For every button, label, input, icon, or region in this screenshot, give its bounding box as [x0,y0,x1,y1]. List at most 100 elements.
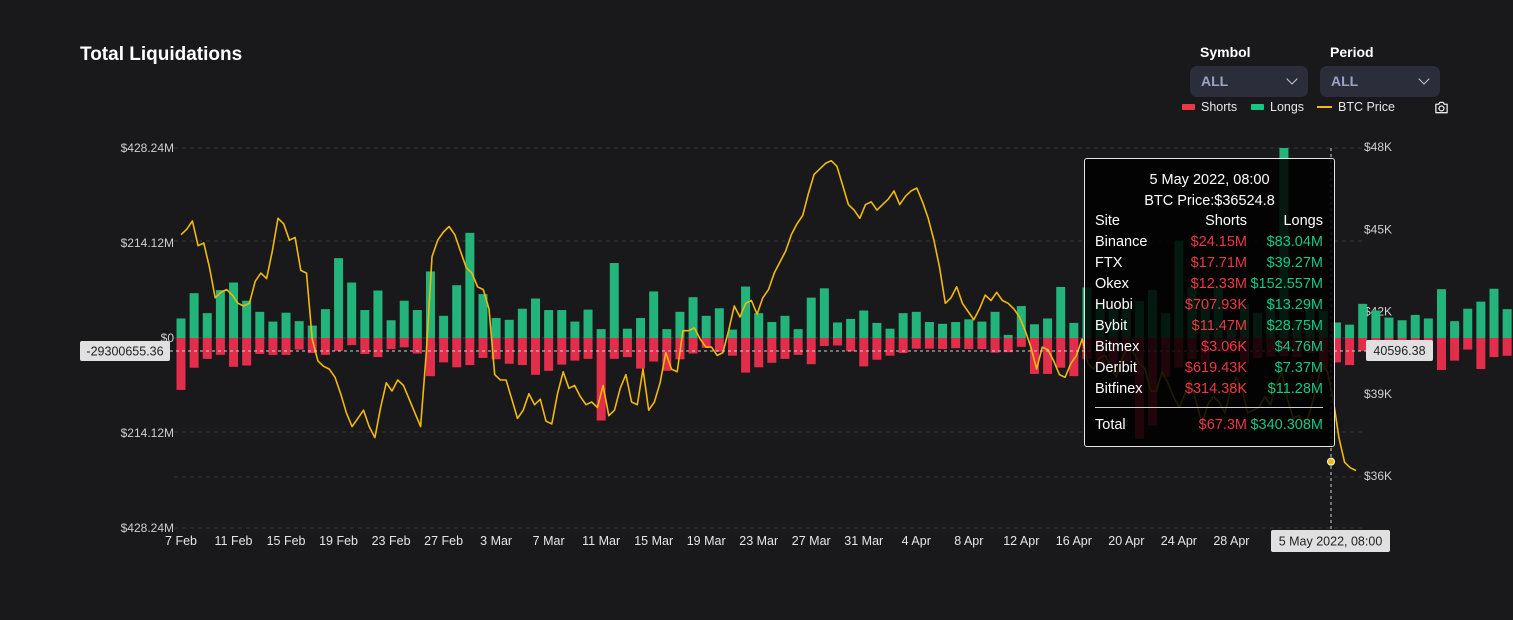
long-bar [504,319,514,338]
tooltip-row: Binance $24.15M $83.04M [1095,234,1323,255]
symbol-select[interactable]: ALL [1190,66,1308,97]
short-bar [478,338,488,358]
long-bar [951,322,961,338]
short-bar [425,338,435,377]
y-left-tick-label: $214.12M [121,426,174,440]
long-bar [754,313,764,338]
short-bar [701,338,711,348]
tooltip-site-cell: Huobi [1095,297,1133,313]
legend-shorts-label: Shorts [1201,100,1238,114]
long-bar [1331,322,1341,338]
legend-shorts[interactable]: Shorts [1182,100,1237,114]
short-bar [373,338,383,358]
long-bar [964,319,974,338]
long-bar [780,315,790,338]
legend-longs-label: Longs [1270,100,1305,114]
long-bar [202,313,212,338]
crosshair-x-label-bg [1271,530,1390,552]
long-bar [990,311,1000,338]
x-tick-label: 27 Feb [424,534,463,548]
tooltip-site-cell: Okex [1095,276,1129,292]
short-bar [727,338,737,356]
short-bar [176,338,186,390]
long-bar [833,322,842,338]
long-bar [1436,289,1446,338]
long-bar [373,290,383,338]
long-bar [714,308,724,338]
tooltip-row: Bybit $11.47M $28.75M [1095,318,1323,339]
short-bar [977,338,987,350]
short-bar [780,338,790,359]
short-bar [1450,338,1460,361]
long-bar [1450,321,1460,338]
tooltip-longs-cell: $39.27M [1266,255,1323,271]
short-bar [189,338,199,368]
long-bar [911,311,921,338]
short-bar [229,338,239,367]
short-bar [215,338,225,355]
short-bar [268,338,278,355]
long-bar [425,271,435,338]
short-bar [833,338,842,346]
short-bar [583,338,593,359]
long-bar [649,291,659,338]
x-tick-label: 11 Feb [215,534,253,548]
period-select[interactable]: ALL [1320,66,1440,97]
short-bar [491,338,501,360]
tooltip-longs-cell: $28.75M [1266,318,1323,334]
short-bar [688,338,698,354]
tooltip-row: Huobi $707.93K $13.29M [1095,297,1323,318]
tooltip-site-cell: FTX [1095,255,1123,271]
short-bar [938,338,948,350]
legend-longs[interactable]: Longs [1251,100,1304,114]
short-bar [531,338,541,375]
crosshair-x-label: 5 May 2022, 08:00 [1279,535,1383,549]
short-bar [307,338,317,354]
short-bar [754,338,764,368]
short-bar [334,338,344,351]
x-tick-label: 11 Mar [582,534,620,548]
short-bar [1463,338,1473,350]
camera-icon[interactable] [1434,100,1449,115]
tooltip-longs-cell: $11.28M [1267,381,1323,397]
symbol-label: Symbol [1200,44,1251,60]
short-bar [964,338,974,350]
short-bar [872,338,882,360]
short-bar [386,338,396,350]
long-bar [281,312,291,338]
short-bar [1069,338,1079,377]
short-bar [898,338,908,354]
x-tick-label: 3 Mar [480,534,512,548]
long-bar [727,329,737,338]
short-bar [767,338,777,363]
tooltip-site-cell: Bybit [1095,318,1128,334]
x-axis: 7 Feb 11 Feb 15 Feb 19 Feb 23 Feb 27 Feb 3 Mar… [165,534,1249,548]
tooltip-longs-cell: $4.76M [1274,339,1323,355]
long-bar [544,310,554,338]
long-bar [1489,288,1499,338]
long-bar [1069,322,1079,338]
long-bar [1384,317,1394,338]
long-bar [557,310,567,338]
y-left-tick-label: $214.12M [121,236,174,250]
long-bar [1358,303,1368,338]
long-bar [386,320,396,338]
short-bar [347,338,357,346]
legend-btc-price[interactable]: BTC Price [1317,100,1395,114]
x-tick-label: 19 Mar [687,534,726,548]
short-bar [1003,338,1013,353]
tooltip-longs-cell: Longs [1283,213,1323,229]
x-tick-label: 31 Mar [844,534,883,548]
short-bar [990,338,1000,353]
y-left-tick-label: $428.24M [121,141,174,155]
short-bar [242,338,252,366]
crosshair-right-label: 40596.38 [1373,344,1425,358]
long-bar [320,309,330,338]
short-bar [320,338,330,355]
long-bar [229,282,239,338]
long-bar [898,313,908,338]
long-bar [294,321,304,338]
short-bar [793,338,803,355]
long-bar [531,298,541,338]
long-bar [767,322,777,338]
